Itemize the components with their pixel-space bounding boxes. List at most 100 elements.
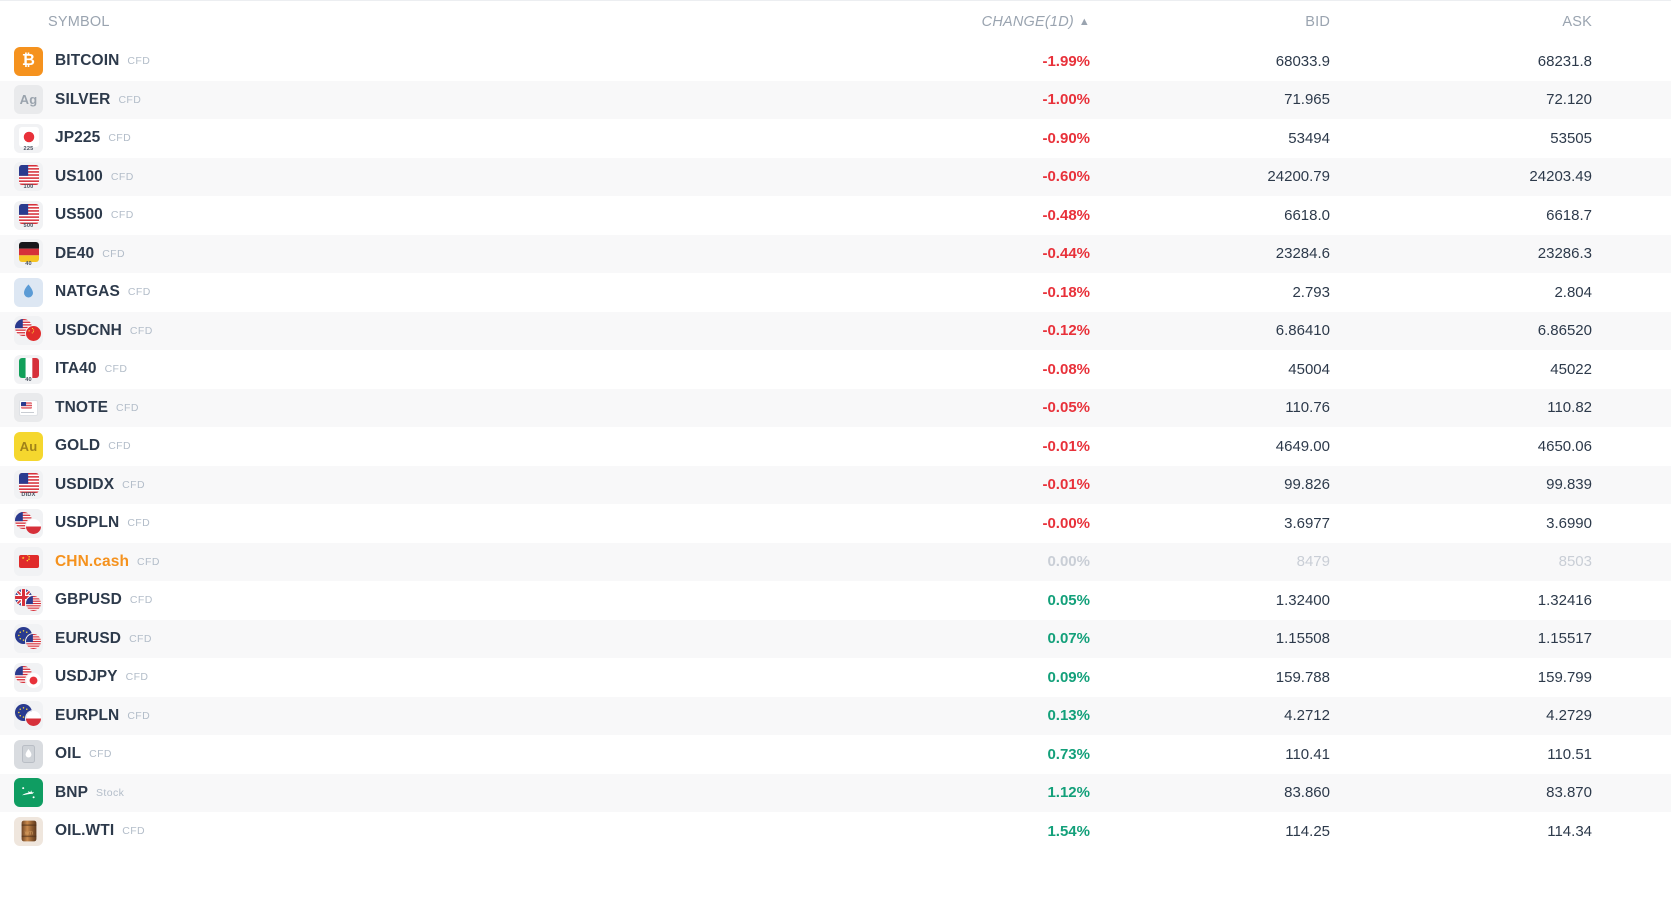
- instrument-badge: Ag: [14, 85, 43, 115]
- bid-price[interactable]: 83.860: [1284, 784, 1330, 802]
- watchlist-row[interactable]: EURUSD CFD 0.07% 1.15508 1.15517: [0, 619, 1671, 658]
- watchlist-row[interactable]: TNOTE CFD -0.05% 110.76 110.82: [0, 388, 1671, 427]
- symbol-cell[interactable]: 40 ITA40 CFD: [0, 354, 940, 384]
- bid-price[interactable]: 45004: [1288, 360, 1330, 378]
- watchlist-row[interactable]: 500 US500 CFD -0.48% 6618.0 6618.7: [0, 196, 1671, 235]
- bid-price[interactable]: 159.788: [1275, 668, 1330, 686]
- symbol-cell[interactable]: TNOTE CFD: [0, 393, 940, 423]
- column-header-bid[interactable]: BID: [1305, 13, 1330, 30]
- ask-price[interactable]: 23286.3: [1537, 245, 1592, 263]
- ask-price[interactable]: 1.15517: [1537, 630, 1592, 648]
- watchlist-row[interactable]: DIDX USDIDX CFD -0.01% 99.826 99.839: [0, 465, 1671, 504]
- symbol-name: EURPLN: [55, 706, 120, 724]
- ask-price[interactable]: 6.86520: [1537, 322, 1592, 340]
- bid-price[interactable]: 6.86410: [1275, 322, 1330, 340]
- ask-price[interactable]: 8503: [1558, 553, 1592, 571]
- ask-price[interactable]: 110.51: [1547, 745, 1592, 763]
- ask-price[interactable]: 6618.7: [1546, 206, 1592, 224]
- symbol-name: NATGAS: [55, 283, 120, 301]
- symbol-cell[interactable]: GBPUSD CFD: [0, 585, 940, 615]
- symbol-cell[interactable]: NATGAS CFD: [0, 277, 940, 307]
- column-header-change[interactable]: CHANGE(1D) ▲: [940, 14, 1090, 30]
- watchlist-row[interactable]: BNP Stock 1.12% 83.860 83.870: [0, 773, 1671, 812]
- watchlist-row[interactable]: USDJPY CFD 0.09% 159.788 159.799: [0, 658, 1671, 697]
- symbol-cell[interactable]: 100 US100 CFD: [0, 162, 940, 192]
- change-1d-value: 1.12%: [1047, 784, 1090, 802]
- ask-price[interactable]: 99.839: [1546, 476, 1592, 494]
- column-header-symbol[interactable]: SYMBOL: [48, 13, 110, 30]
- watchlist-row[interactable]: OIL CFD 0.73% 110.41 110.51: [0, 735, 1671, 774]
- symbol-cell[interactable]: USDCNH CFD: [0, 316, 940, 346]
- watchlist-row[interactable]: USDPLN CFD -0.00% 3.6977 3.6990: [0, 504, 1671, 543]
- bid-price[interactable]: 24200.79: [1267, 168, 1330, 186]
- watchlist-row[interactable]: ₿ BITCOIN CFD -1.99% 68033.9 68231.8: [0, 42, 1671, 81]
- watchlist-row[interactable]: Ag SILVER CFD -1.00% 71.965 72.120: [0, 80, 1671, 119]
- symbol-cell[interactable]: USDJPY CFD: [0, 662, 940, 692]
- ask-price[interactable]: 114.34: [1547, 822, 1592, 840]
- ask-price[interactable]: 68231.8: [1537, 52, 1592, 70]
- symbol-cell[interactable]: CHN.cash CFD: [0, 547, 940, 577]
- ask-price[interactable]: 1.32416: [1537, 591, 1592, 609]
- symbol-cell[interactable]: EURUSD CFD: [0, 624, 940, 654]
- watchlist-row[interactable]: NATGAS CFD -0.18% 2.793 2.804: [0, 273, 1671, 312]
- ask-price[interactable]: 110.82: [1547, 399, 1592, 417]
- symbol-cell[interactable]: Au GOLD CFD: [0, 431, 940, 461]
- bid-price[interactable]: 53494: [1288, 129, 1330, 147]
- symbol-cell[interactable]: OIL CFD: [0, 739, 940, 769]
- ask-price[interactable]: 24203.49: [1529, 168, 1592, 186]
- ask-price[interactable]: 72.120: [1546, 91, 1592, 109]
- bid-price[interactable]: 110.76: [1285, 399, 1330, 417]
- column-header-ask[interactable]: ASK: [1562, 13, 1592, 30]
- watchlist-row[interactable]: 40 ITA40 CFD -0.08% 45004 45022: [0, 350, 1671, 389]
- wti-barrel-glyph: WTI: [21, 820, 36, 842]
- symbol-cell[interactable]: Ag SILVER CFD: [0, 85, 940, 115]
- ask-price[interactable]: 4.2729: [1546, 707, 1592, 725]
- bid-price[interactable]: 3.6977: [1284, 514, 1330, 532]
- bid-price[interactable]: 68033.9: [1275, 52, 1330, 70]
- symbol-cell[interactable]: DIDX USDIDX CFD: [0, 470, 940, 500]
- symbol-cell[interactable]: ₿ BITCOIN CFD: [0, 46, 940, 76]
- ask-price[interactable]: 53505: [1550, 129, 1592, 147]
- ask-price[interactable]: 159.799: [1537, 668, 1592, 686]
- bid-price[interactable]: 6618.0: [1284, 206, 1330, 224]
- symbol-cell[interactable]: USDPLN CFD: [0, 508, 940, 538]
- watchlist-row[interactable]: CHN.cash CFD 0.00% 8479 8503: [0, 542, 1671, 581]
- watchlist-row[interactable]: USDCNH CFD -0.12% 6.86410 6.86520: [0, 311, 1671, 350]
- bid-price[interactable]: 23284.6: [1275, 245, 1330, 263]
- symbol-cell[interactable]: 225 JP225 CFD: [0, 123, 940, 153]
- symbol-cell[interactable]: BNP Stock: [0, 778, 940, 808]
- us-flag-badge: 500: [14, 200, 43, 230]
- instrument-type-badge: CFD: [129, 324, 153, 337]
- bid-price[interactable]: 8479: [1296, 553, 1330, 571]
- watchlist-row[interactable]: Au GOLD CFD -0.01% 4649.00 4650.06: [0, 427, 1671, 466]
- change-1d-value: 0.00%: [1047, 553, 1090, 571]
- ask-price[interactable]: 45022: [1550, 360, 1592, 378]
- symbol-cell[interactable]: EURPLN CFD: [0, 701, 940, 731]
- ask-price[interactable]: 83.870: [1546, 784, 1592, 802]
- watchlist-row[interactable]: EURPLN CFD 0.13% 4.2712 4.2729: [0, 696, 1671, 735]
- change-1d-value: -0.48%: [1042, 206, 1090, 224]
- symbol-cell[interactable]: 40 DE40 CFD: [0, 239, 940, 269]
- quote-currency-flag: [25, 671, 42, 689]
- watchlist-row[interactable]: GBPUSD CFD 0.05% 1.32400 1.32416: [0, 581, 1671, 620]
- currency-pair-badge: [14, 585, 43, 615]
- watchlist-row[interactable]: 225 JP225 CFD -0.90% 53494 53505: [0, 119, 1671, 158]
- ask-price[interactable]: 4650.06: [1537, 437, 1592, 455]
- bid-price[interactable]: 71.965: [1284, 91, 1330, 109]
- bid-price[interactable]: 1.32400: [1275, 591, 1330, 609]
- instrument-type-badge: CFD: [108, 132, 132, 145]
- ask-price[interactable]: 2.804: [1554, 283, 1592, 301]
- symbol-cell[interactable]: 500 US500 CFD: [0, 200, 940, 230]
- watchlist-row[interactable]: WTI OIL.WTI CFD 1.54% 114.25 114.34: [0, 812, 1671, 851]
- watchlist-row[interactable]: 40 DE40 CFD -0.44% 23284.6 23286.3: [0, 234, 1671, 273]
- bid-price[interactable]: 110.41: [1285, 745, 1330, 763]
- ask-price[interactable]: 3.6990: [1546, 514, 1592, 532]
- bid-price[interactable]: 1.15508: [1275, 630, 1330, 648]
- bid-price[interactable]: 4649.00: [1275, 437, 1330, 455]
- watchlist-row[interactable]: 100 US100 CFD -0.60% 24200.79 24203.49: [0, 157, 1671, 196]
- symbol-cell[interactable]: WTI OIL.WTI CFD: [0, 816, 940, 846]
- bid-price[interactable]: 4.2712: [1284, 707, 1330, 725]
- bid-price[interactable]: 114.25: [1285, 822, 1330, 840]
- bid-price[interactable]: 99.826: [1284, 476, 1330, 494]
- bid-price[interactable]: 2.793: [1292, 283, 1330, 301]
